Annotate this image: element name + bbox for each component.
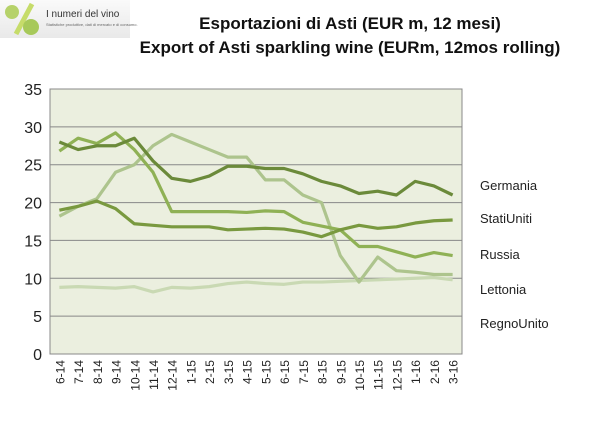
y-tick-label: 15 [24,233,42,250]
x-tick-label: 11-15 [372,360,386,390]
x-tick-label: 3-16 [447,360,461,384]
x-tick-label: 5-15 [259,360,273,384]
x-tick-label: 9-15 [334,360,348,384]
legend-label: StatiUniti [480,211,532,226]
x-tick-label: 9-14 [110,360,124,384]
x-tick-label: 6-15 [278,360,292,384]
y-tick-label: 5 [33,309,42,326]
logo-subtitle: Statistiche produttive, dati di mercato … [46,22,138,27]
x-tick-label: 2-15 [203,360,217,384]
x-tick-label: 11-14 [147,360,161,390]
legend-label: Lettonia [480,282,527,297]
x-tick-label: 7-15 [297,360,311,384]
plot-area [49,88,463,355]
y-tick-label: 20 [24,196,42,213]
x-tick-label: 6-14 [53,360,67,384]
series-line-germania [58,136,454,197]
x-tick-label: 1-15 [184,360,198,384]
logo-title: I numeri del vino [46,9,120,20]
x-tick-label: 1-16 [409,360,423,384]
x-tick-label: 7-14 [72,360,86,384]
x-tick-label: 8-14 [91,360,105,384]
grape-percent-icon [5,2,39,36]
series-line-statiuniti [59,199,453,239]
x-tick-label: 10-14 [128,360,142,391]
chart-subtitle: Export of Asti sparkling wine (EURm, 12m… [139,38,561,57]
y-tick-label: 0 [33,347,42,364]
y-tick-label: 35 [24,82,42,99]
x-tick-label: 2-16 [428,360,442,384]
x-tick-label: 12-14 [166,360,180,391]
x-tick-label: 10-15 [353,360,367,391]
legend-label: Russia [480,247,521,262]
x-tick-label: 3-15 [222,360,236,384]
logo: I numeri del vino Statistiche produttive… [0,0,138,38]
y-tick-label: 25 [24,158,42,175]
y-tick-label: 10 [24,271,42,288]
chart-title: Esportazioni di Asti (EUR m, 12 mesi) [199,14,501,33]
legend-label: RegnoUnito [480,316,549,331]
legend-label: Germania [480,178,538,193]
series-line-regnounito [59,275,453,294]
x-tick-label: 8-15 [316,360,330,384]
x-tick-label: 12-15 [390,360,404,391]
x-tick-label: 4-15 [241,360,255,384]
y-tick-label: 30 [24,120,42,137]
